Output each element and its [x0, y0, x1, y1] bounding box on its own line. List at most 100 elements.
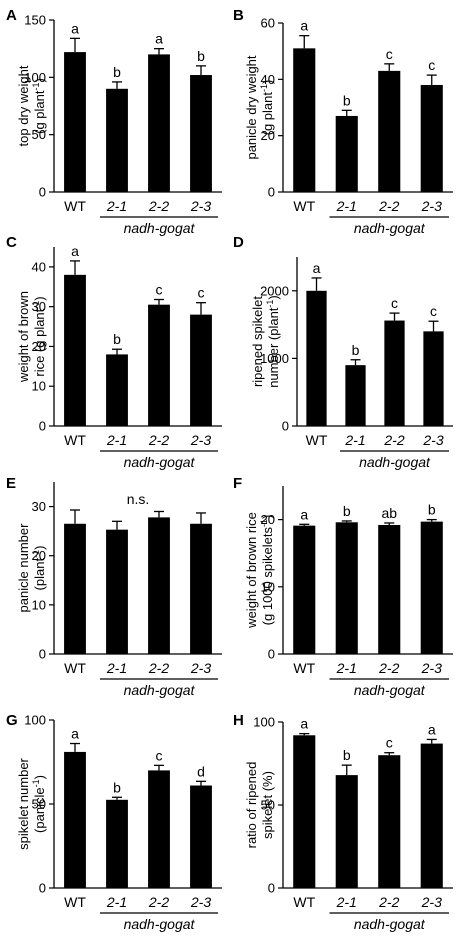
y-tick-label: 0: [282, 419, 289, 434]
bar: [293, 735, 316, 888]
bar: [190, 523, 212, 654]
category-label: 2-3: [421, 660, 442, 676]
significance-letter: c: [198, 285, 205, 301]
category-label: 2-3: [190, 660, 211, 676]
y-tick-label: 60: [261, 16, 275, 31]
significance-letter: b: [428, 502, 436, 518]
y-tick-label: 30: [32, 299, 46, 314]
bar: [420, 84, 443, 192]
bar: [106, 354, 128, 426]
bar: [423, 331, 444, 426]
y-axis-label: (plant-1): [31, 546, 47, 591]
significance-letter: a: [300, 18, 308, 34]
category-label: 2-1: [336, 198, 357, 214]
bar: [190, 314, 212, 426]
significance-letter: a: [71, 20, 79, 36]
y-axis-label: spikelet (%): [260, 771, 275, 839]
group-label: nadh-gogat: [354, 916, 426, 932]
bar: [378, 755, 401, 888]
bar: [64, 523, 86, 654]
category-label: 2-2: [383, 432, 404, 448]
significance-letter: c: [156, 747, 163, 763]
y-tick-label: 20: [32, 339, 46, 354]
bar: [420, 521, 443, 654]
significance-letter: a: [300, 506, 308, 522]
significance-letter: c: [430, 303, 437, 319]
bar: [64, 52, 86, 193]
bar: [293, 525, 316, 654]
y-axis-label: (g plant-1): [259, 80, 275, 136]
category-label: 2-3: [422, 432, 443, 448]
panel-letter: E: [6, 475, 16, 492]
significance-letter: b: [343, 503, 351, 519]
panel-c: C 0 10 20 30 40 weight of brown rice (g plant-1…: [6, 234, 222, 470]
category-label: 2-2: [148, 660, 169, 676]
y-tick-label: 2000: [260, 283, 289, 298]
category-label: 2-2: [148, 894, 169, 910]
panel-b: B 0 20 40 60 panicle dry weight (g plant-1) a WT…: [233, 7, 453, 236]
y-tick-label: 50: [32, 797, 46, 812]
category-label: 2-1: [336, 894, 357, 910]
bar: [420, 743, 443, 888]
y-tick-label: 150: [24, 13, 46, 28]
y-axis-label: top dry weight: [16, 65, 31, 146]
bar: [384, 320, 405, 426]
category-label: 2-1: [106, 198, 127, 214]
category-label: 2-1: [344, 432, 365, 448]
bar: [148, 304, 170, 426]
bar: [148, 54, 170, 193]
bar: [106, 88, 128, 192]
significance-letter: b: [197, 48, 205, 64]
y-axis-label: weight of brown: [16, 291, 31, 383]
group-label: nadh-gogat: [124, 454, 196, 470]
y-tick-label: 0: [268, 881, 275, 896]
significance-letter: a: [71, 243, 79, 259]
bar: [293, 48, 316, 192]
significance-letter: b: [113, 779, 121, 795]
significance-letter: a: [428, 721, 436, 737]
y-tick-label: 10: [32, 379, 46, 394]
y-tick-label: 20: [261, 128, 275, 143]
category-label: 2-1: [106, 660, 127, 676]
significance-letter: a: [313, 260, 321, 276]
significance-letter: c: [391, 295, 398, 311]
bar: [148, 517, 170, 654]
y-tick-label: 40: [261, 72, 275, 87]
y-tick-label: 20: [32, 548, 46, 563]
y-axis-label: (g plant-1): [31, 78, 47, 134]
y-axis-label: (panicle-1): [31, 775, 47, 833]
bar: [335, 522, 358, 654]
y-axis-label: ripened spikelet: [250, 296, 265, 387]
y-tick-label: 10: [32, 597, 46, 612]
y-tick-label: 0: [268, 185, 275, 200]
category-label: WT: [64, 660, 86, 676]
y-tick-label: 100: [253, 715, 275, 730]
group-label: nadh-gogat: [124, 220, 196, 236]
category-label: 2-3: [190, 198, 211, 214]
significance-letter: a: [155, 31, 163, 47]
y-axis-label: spikelet number: [16, 757, 31, 849]
annotation-label: n.s.: [127, 491, 150, 507]
y-tick-label: 20: [261, 512, 275, 527]
y-tick-label: 100: [24, 70, 46, 85]
category-label: 2-1: [106, 894, 127, 910]
category-label: 2-3: [190, 894, 211, 910]
category-label: 2-2: [148, 432, 169, 448]
y-tick-label: 100: [24, 713, 46, 728]
significance-letter: d: [197, 763, 205, 779]
panel-letter: D: [233, 234, 244, 251]
significance-letter: b: [113, 64, 121, 80]
group-label: nadh-gogat: [124, 916, 196, 932]
y-tick-label: 30: [32, 499, 46, 514]
y-axis-label: number (plant-1): [265, 295, 281, 388]
category-label: 2-2: [148, 198, 169, 214]
category-label: WT: [293, 660, 315, 676]
panel-h: H 0 50 100 ratio of ripened spikelet (%) a WT b 2…: [233, 712, 453, 932]
significance-letter: c: [386, 735, 393, 751]
significance-letter: b: [343, 747, 351, 763]
category-label: 2-2: [378, 660, 399, 676]
significance-letter: c: [156, 282, 163, 298]
significance-letter: c: [386, 46, 393, 62]
